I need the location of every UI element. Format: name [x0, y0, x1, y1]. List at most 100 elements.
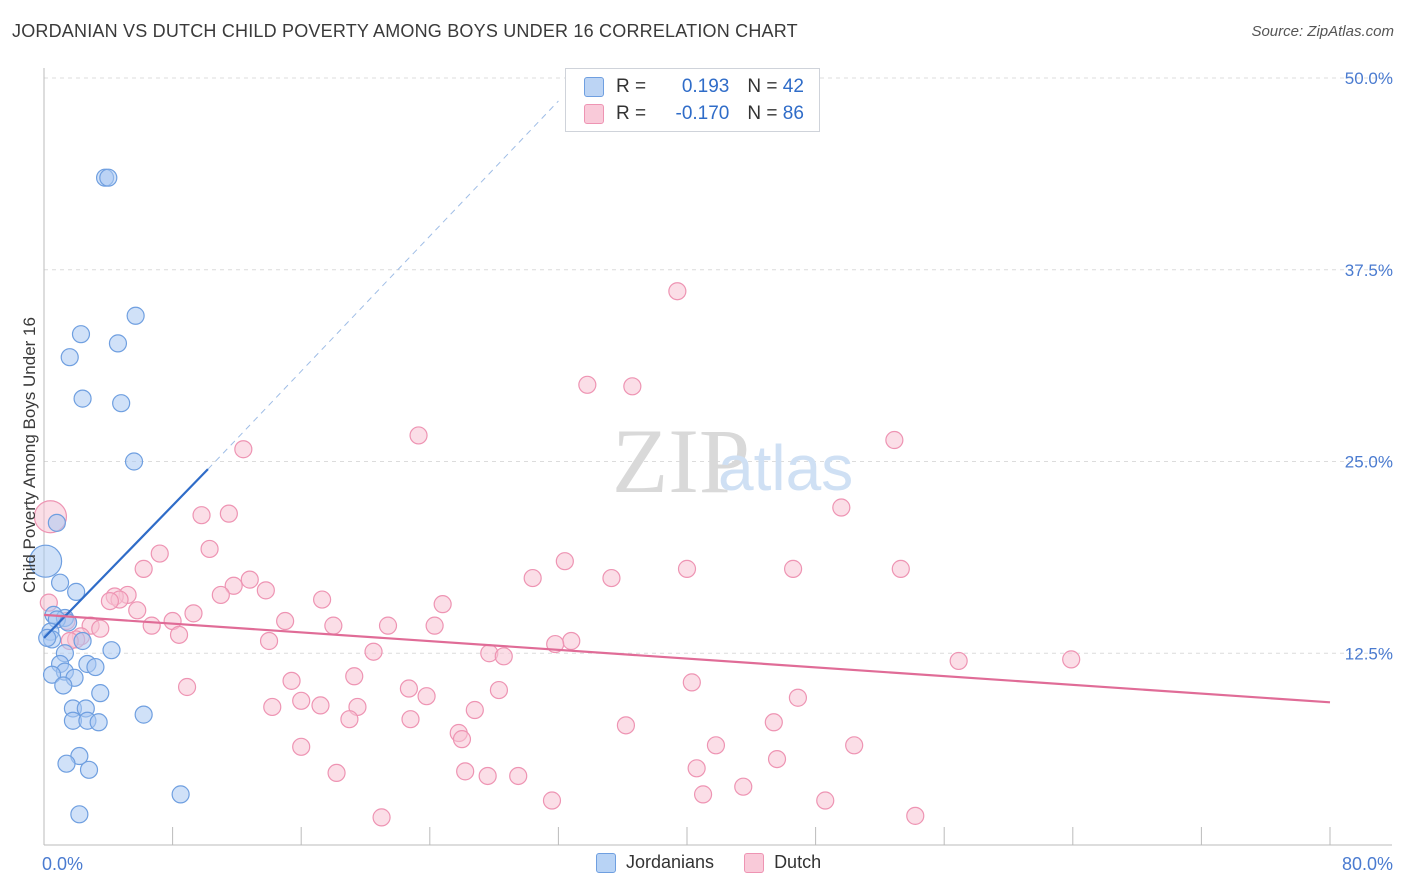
dutch-point — [311, 696, 330, 715]
legend-swatch-jordanians — [584, 77, 604, 97]
series-label-jordanians: Jordanians — [626, 852, 715, 872]
dutch-point — [184, 604, 203, 623]
dutch-point — [312, 590, 332, 609]
trend-lines — [43, 100, 1331, 704]
legend-r-value: -0.170 — [675, 103, 730, 124]
legend-r-label: R = — [616, 76, 652, 97]
jordanian-point — [47, 513, 66, 532]
dutch-point — [891, 559, 910, 578]
legend-n-label: N = — [747, 103, 783, 124]
dutch-trend-line — [43, 613, 1331, 704]
jordanian-trend-extension — [207, 100, 559, 470]
dutch-point — [456, 762, 475, 781]
jordanian-point — [108, 334, 128, 353]
dutch-point — [177, 677, 197, 697]
dutch-point — [906, 806, 925, 825]
dutch-point — [142, 616, 161, 635]
legend-r-value: 0.193 — [681, 76, 730, 97]
dutch-point — [91, 619, 110, 638]
dutch-point — [555, 552, 574, 571]
jordanian-point — [57, 754, 76, 773]
dutch-point — [256, 581, 275, 600]
dutch-point — [494, 647, 513, 666]
dutch-point — [489, 680, 509, 700]
dutch-point — [832, 498, 851, 517]
y-tick-label: 12.5% — [1345, 644, 1393, 663]
dutch-point — [327, 763, 346, 783]
watermark-atlas: atlas — [718, 432, 853, 504]
dutch-point — [465, 700, 484, 720]
dutch-point — [616, 716, 636, 735]
series-label-dutch: Dutch — [774, 852, 822, 872]
dutch-point — [259, 631, 279, 651]
dutch-point — [192, 506, 211, 525]
dutch-point — [682, 673, 701, 692]
dutch-point — [764, 713, 783, 732]
jordanian-point — [79, 760, 99, 779]
dutch-point — [134, 559, 153, 578]
dutch-point — [364, 642, 383, 661]
jordanian-point — [102, 641, 121, 660]
x-tick-label: 80.0% — [1342, 854, 1393, 874]
jordanian-point — [86, 657, 105, 677]
dutch-point — [224, 576, 243, 595]
dutch-point — [200, 539, 219, 559]
dutch-point — [324, 616, 343, 635]
dutch-point — [783, 559, 803, 578]
legend-r-label: R = — [616, 103, 652, 124]
dutch-point — [949, 651, 968, 671]
series-swatch-dutch — [744, 852, 765, 873]
legend-n-value: 86 — [782, 103, 804, 124]
jordanian-point — [171, 785, 190, 804]
dutch-point — [345, 667, 364, 686]
series-legend-jordanians: Jordanians — [596, 852, 714, 873]
dutch-point — [401, 710, 420, 729]
y-tick-label: 50.0% — [1345, 69, 1393, 88]
jordanian-point — [73, 631, 92, 651]
jordanian-point — [89, 713, 108, 732]
dutch-point — [452, 730, 472, 749]
dutch-point — [523, 568, 542, 588]
dutch-point — [1062, 650, 1081, 669]
dutch-point — [219, 504, 238, 523]
y-axis-label: Child Poverty Among Boys Under 16 — [20, 317, 39, 593]
dutch-point — [734, 777, 753, 796]
dutch-point — [788, 688, 808, 707]
jordanian-point — [134, 705, 153, 724]
legend-row-dutch: R = -0.170 N = 86 — [584, 101, 804, 127]
dutch-point — [687, 759, 706, 778]
dutch-point — [677, 559, 697, 578]
dutch-point — [100, 591, 120, 611]
dutch-point — [509, 766, 528, 786]
legend-n-label: N = — [747, 76, 783, 97]
dutch-point — [578, 375, 597, 394]
jordanian-point — [124, 452, 144, 471]
dutch-point — [417, 687, 436, 706]
dutch-point — [478, 766, 497, 786]
series-legend-dutch: Dutch — [744, 852, 821, 873]
dutch-point — [425, 616, 444, 635]
dutch-points — [33, 282, 1081, 827]
dutch-point — [767, 749, 787, 769]
series-legend: Jordanians Dutch — [596, 852, 851, 873]
jordanian-point — [70, 805, 89, 824]
jordanian-point — [38, 628, 57, 648]
jordanian-point — [71, 325, 91, 344]
grid-lines — [44, 77, 1392, 654]
dutch-point — [623, 377, 642, 396]
legend-n-value: 42 — [782, 76, 804, 97]
axes — [43, 68, 1392, 846]
correlation-legend: R = 0.193 N = 42 R = -0.170 N = 86 — [565, 68, 820, 132]
dutch-point — [211, 585, 230, 605]
dutch-point — [234, 440, 253, 459]
jordanian-point — [91, 684, 110, 703]
dutch-point — [292, 691, 311, 710]
dutch-point — [542, 791, 562, 810]
dutch-point — [562, 631, 581, 651]
legend-swatch-dutch — [584, 104, 604, 124]
dutch-point — [816, 791, 835, 810]
dutch-point — [340, 710, 359, 729]
dutch-point — [433, 595, 452, 614]
x-tick-label: 0.0% — [42, 854, 83, 874]
